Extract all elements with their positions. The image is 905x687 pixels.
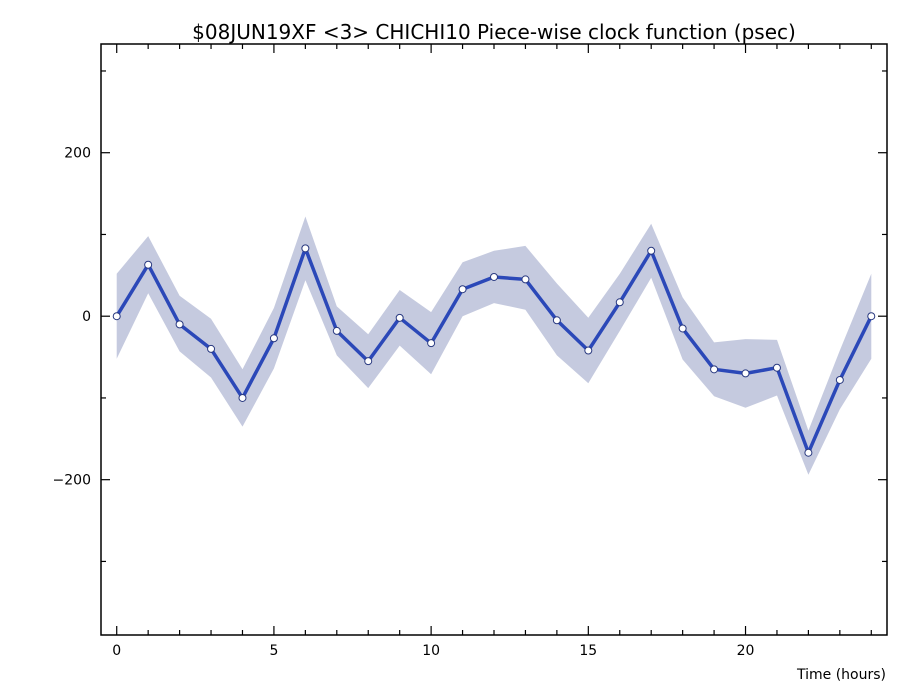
data-point (395, 313, 404, 322)
data-point (238, 393, 247, 402)
x-axis-title: Time (hours) (796, 667, 886, 683)
chart-title: $08JUN19XF <3> CHICHI10 Piece-wise clock… (192, 20, 796, 44)
error-band-layer (116, 216, 872, 475)
x-tick-label: 20 (737, 643, 755, 659)
data-point (552, 316, 561, 325)
x-tick-label: 5 (269, 643, 278, 659)
data-point (269, 334, 278, 343)
data-points-layer (112, 244, 876, 457)
data-point (521, 275, 530, 284)
axis-ticks (101, 44, 887, 635)
data-point (332, 326, 341, 335)
data-point (458, 285, 467, 294)
data-point (175, 320, 184, 329)
data-point (490, 272, 498, 281)
data-point (615, 298, 624, 307)
data-point (112, 312, 121, 321)
data-point (867, 312, 876, 321)
data-point (427, 339, 436, 348)
data-point (710, 365, 719, 374)
data-point (647, 246, 656, 255)
axis-tick-labels: 0 5 10 15 20 200 0 −200 (53, 146, 755, 659)
x-tick-label: 15 (579, 643, 597, 659)
y-tick-label: 200 (64, 146, 91, 162)
y-tick-label: 0 (82, 309, 91, 325)
data-point (741, 369, 750, 378)
data-point (364, 357, 373, 366)
y-tick-label: −200 (53, 473, 91, 489)
x-tick-label: 0 (112, 643, 121, 659)
data-point (678, 324, 687, 333)
data-point (144, 260, 153, 269)
data-point (772, 363, 781, 372)
data-point (804, 448, 813, 457)
data-point (207, 344, 216, 353)
data-point (584, 346, 593, 355)
data-point (301, 244, 310, 253)
error-band (116, 216, 872, 475)
data-point (835, 375, 844, 384)
x-tick-label: 10 (422, 643, 440, 659)
